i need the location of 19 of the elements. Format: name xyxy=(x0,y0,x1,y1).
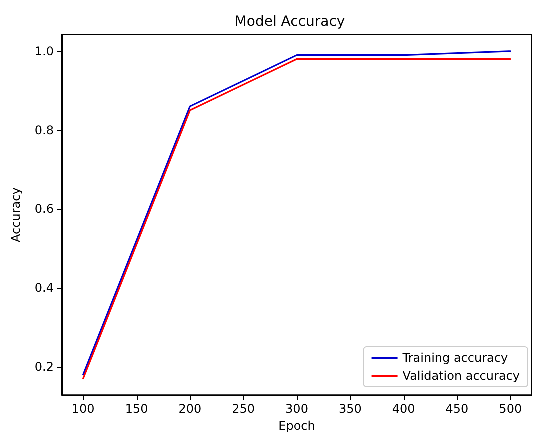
chart-title: Model Accuracy xyxy=(234,14,346,30)
x-tick-label: 500 xyxy=(499,402,522,416)
x-tick-label: 450 xyxy=(446,402,469,416)
legend-label: Validation accuracy xyxy=(402,369,520,383)
x-tick-label: 200 xyxy=(178,402,202,416)
x-tick-label: 350 xyxy=(338,402,362,416)
legend-label: Training accuracy xyxy=(402,351,508,365)
x-tick-label: 250 xyxy=(232,402,256,416)
y-axis-title: Accuracy xyxy=(9,188,23,242)
x-axis-title: Epoch xyxy=(278,419,316,433)
y-tick-label: 1.0 xyxy=(34,44,54,58)
y-tick-label: 0.6 xyxy=(34,202,54,216)
y-tick-label: 0.8 xyxy=(34,123,54,138)
x-tick-label: 400 xyxy=(392,402,416,416)
x-tick-label: 150 xyxy=(125,402,148,416)
y-tick-label: 0.2 xyxy=(34,360,54,374)
x-tick-label: 300 xyxy=(286,402,308,416)
x-tick-label: 100 xyxy=(72,402,95,416)
y-tick-label: 0.4 xyxy=(34,281,54,296)
